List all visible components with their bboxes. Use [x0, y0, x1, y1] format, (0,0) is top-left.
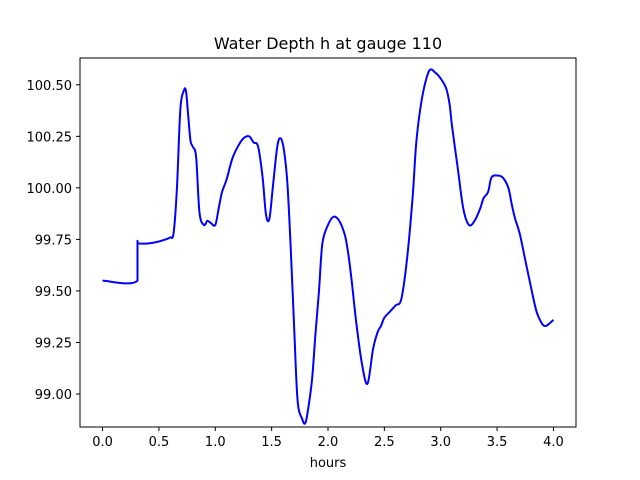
- x-tick-label: 2.0: [318, 435, 339, 450]
- x-axis: 0.0 0.5 1.0 1.5 2.0 2.5 3.0 3.5 4.0: [92, 427, 564, 450]
- x-tick-label: 0.5: [149, 435, 170, 450]
- x-tick-label: 1.5: [261, 435, 282, 450]
- chart-title: Water Depth h at gauge 110: [214, 34, 442, 53]
- y-tick-label: 100.00: [27, 182, 73, 197]
- x-tick-label: 3.0: [430, 435, 451, 450]
- y-axis: 99.00 99.25 99.50 99.75 100.00 100.25 100.50: [27, 79, 80, 403]
- x-tick-label: 2.5: [374, 435, 395, 450]
- x-tick-label: 0.0: [92, 435, 113, 450]
- y-tick-label: 100.50: [27, 79, 73, 94]
- y-tick-label: 99.00: [35, 388, 72, 403]
- y-tick-label: 99.50: [35, 285, 72, 300]
- y-tick-label: 99.75: [35, 233, 72, 248]
- x-tick-label: 1.0: [205, 435, 226, 450]
- x-tick-label: 3.5: [487, 435, 508, 450]
- series-line: [102, 68, 555, 425]
- x-tick-label: 4.0: [543, 435, 564, 450]
- y-tick-label: 99.25: [35, 336, 72, 351]
- plot-frame: [79, 57, 577, 428]
- y-tick-label: 100.25: [27, 130, 73, 145]
- x-axis-label: hours: [310, 456, 347, 471]
